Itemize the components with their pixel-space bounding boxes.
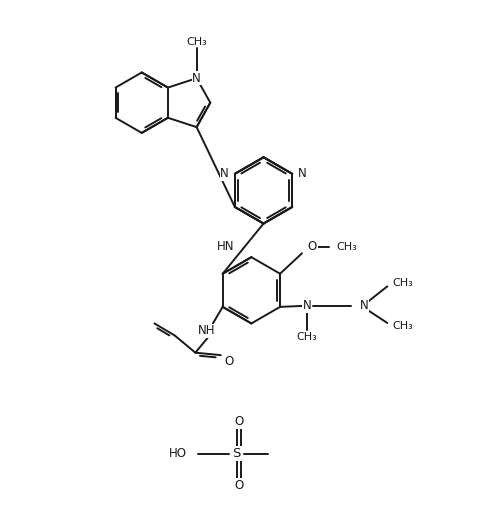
Text: O: O [308,240,317,253]
Text: CH₃: CH₃ [392,278,413,288]
Text: N: N [298,168,307,180]
Text: CH₃: CH₃ [296,331,317,341]
Text: NH: NH [198,324,215,337]
Text: N: N [359,299,368,313]
Text: O: O [225,355,234,368]
Text: N: N [220,168,229,180]
Text: CH₃: CH₃ [392,321,413,331]
Text: S: S [233,447,241,460]
Text: HO: HO [169,447,187,460]
Text: N: N [192,72,201,85]
Text: HN: HN [217,240,234,253]
Text: CH₃: CH₃ [186,37,207,47]
Text: O: O [234,479,244,492]
Text: N: N [303,299,311,313]
Text: O: O [234,415,244,428]
Text: CH₃: CH₃ [336,242,357,252]
